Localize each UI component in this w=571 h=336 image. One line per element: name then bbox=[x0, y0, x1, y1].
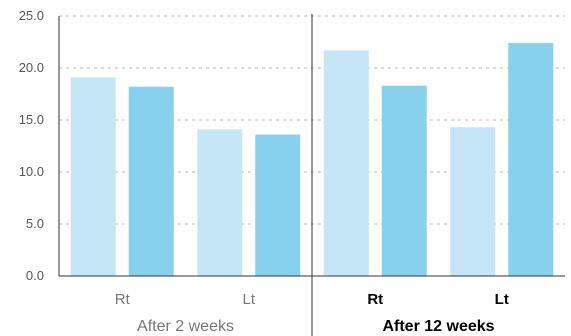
bars bbox=[70, 43, 554, 277]
bar-after-12-weeks-rt-series-2 bbox=[381, 85, 427, 277]
y-tick-label: 15.0 bbox=[19, 112, 44, 127]
group-label: After 12 weeks bbox=[382, 318, 494, 335]
category-label: Lt bbox=[242, 291, 255, 308]
y-tick-label: 20.0 bbox=[19, 60, 44, 75]
y-tick-label: 25.0 bbox=[19, 8, 44, 23]
y-tick-label: 0.0 bbox=[26, 268, 44, 283]
category-label: Lt bbox=[495, 291, 509, 308]
labels: 0.0 5.0 10.0 15.0 20.0 25.0 Rt Lt After 2 weeks R… bbox=[19, 8, 509, 335]
y-tick-label: 5.0 bbox=[26, 216, 44, 231]
bar-after-12-weeks-lt-series-1 bbox=[450, 127, 496, 276]
axes bbox=[58, 14, 565, 336]
bar-after-12-weeks-lt-series-2 bbox=[508, 43, 554, 276]
group-label: After 2 weeks bbox=[137, 318, 234, 335]
bar-after-12-weeks-rt-series-1 bbox=[323, 50, 369, 276]
category-label: Rt bbox=[115, 291, 131, 308]
y-tick-label: 10.0 bbox=[19, 164, 44, 179]
bar-after-2-weeks-rt-series-2 bbox=[128, 86, 174, 276]
bar-after-2-weeks-lt-series-1 bbox=[197, 129, 243, 276]
bar-after-2-weeks-rt-series-1 bbox=[70, 77, 116, 276]
category-label: Rt bbox=[367, 291, 383, 308]
bar-after-2-weeks-lt-series-2 bbox=[255, 134, 301, 276]
